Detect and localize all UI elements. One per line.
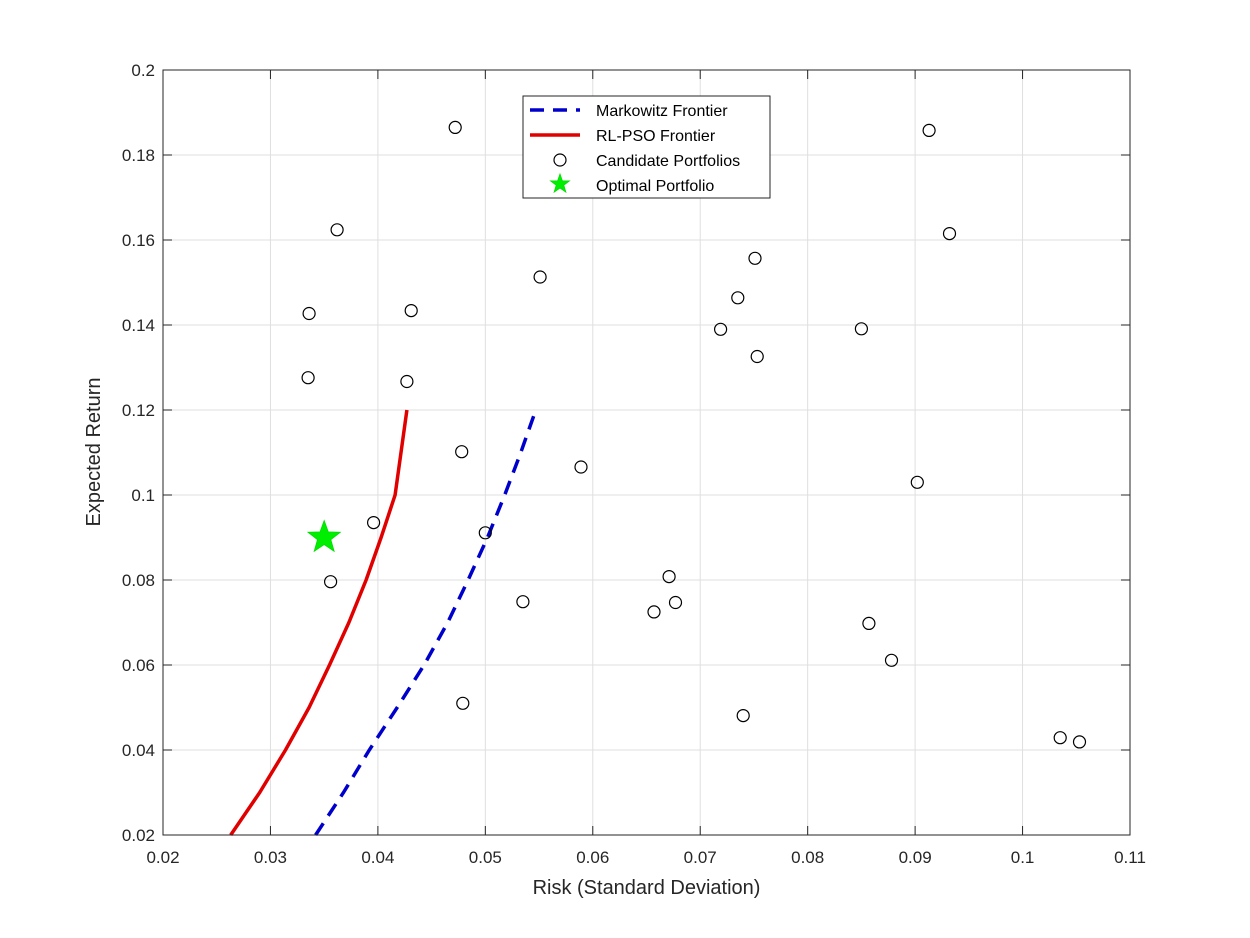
y-tick-label: 0.1: [131, 486, 155, 505]
legend-candidate-label: Candidate Portfolios: [596, 153, 740, 170]
candidate-portfolio-point: [647, 605, 661, 619]
y-tick-label: 0.12: [122, 401, 155, 420]
series-layer: [229, 120, 1087, 836]
legend-rlpso-label: RL-PSO Frontier: [596, 128, 716, 145]
candidate-portfolio-point: [884, 653, 899, 667]
legend-optimal-label: Optimal Portfolio: [596, 178, 714, 195]
y-axis-label: Expected Return: [83, 378, 105, 527]
x-tick-label: 0.02: [146, 848, 179, 867]
candidate-portfolio-point: [455, 445, 469, 459]
x-tick-label: 0.07: [684, 848, 717, 867]
candidate-portfolio-point: [302, 306, 316, 321]
legend-optimal-marker: [549, 172, 571, 194]
candidate-portfolio-point: [910, 475, 924, 489]
x-tick-label: 0.03: [254, 848, 287, 867]
candidate-portfolio-point: [478, 526, 492, 540]
candidate-portfolio-point: [533, 270, 547, 284]
candidate-portfolio-point: [942, 227, 957, 241]
candidate-portfolio-point: [922, 123, 936, 137]
candidate-portfolio-point: [1072, 735, 1087, 749]
y-tick-label: 0.2: [131, 61, 155, 80]
candidate-portfolio-point: [748, 251, 762, 265]
legend-markowitz-label: Markowitz Frontier: [596, 103, 728, 120]
candidate-portfolio-point: [736, 708, 750, 723]
candidate-portfolio-point: [301, 371, 315, 385]
tick-labels: 0.02 0.03 0.04 0.05 0.06 0.07 0.08 0.09 0.1 0.11 0…: [122, 61, 1146, 867]
x-axis-label: Risk (Standard Deviation): [533, 877, 761, 899]
legend: Markowitz Frontier RL-PSO Frontier Candi…: [522, 95, 771, 199]
optimal-portfolio-star: [306, 519, 342, 553]
candidate-portfolio-point: [662, 569, 676, 584]
candidate-portfolio-point: [516, 595, 530, 609]
x-tick-label: 0.08: [791, 848, 824, 867]
candidate-portfolio-point: [731, 291, 745, 305]
candidate-portfolio-point: [750, 349, 764, 364]
tick-marks: [162, 69, 1131, 836]
candidate-portfolio-point: [330, 223, 344, 237]
y-tick-label: 0.18: [122, 146, 155, 165]
candidate-portfolio-point: [854, 322, 869, 336]
x-tick-label: 0.11: [1114, 848, 1146, 867]
y-tick-label: 0.16: [122, 231, 155, 250]
plot-border: [162, 69, 1131, 836]
y-tick-label: 0.04: [122, 741, 155, 760]
x-tick-label: 0.06: [576, 848, 609, 867]
candidate-portfolio-point: [713, 322, 728, 336]
x-tick-label: 0.09: [899, 848, 932, 867]
y-tick-label: 0.06: [122, 656, 155, 675]
x-tick-label: 0.1: [1011, 848, 1035, 867]
y-tick-label: 0.02: [122, 826, 155, 845]
candidate-portfolio-point: [574, 460, 588, 474]
candidate-portfolio-point: [1053, 731, 1067, 745]
x-tick-label: 0.05: [469, 848, 502, 867]
candidate-portfolio-point: [668, 595, 683, 610]
candidate-portfolio-point: [400, 374, 414, 389]
y-tick-label: 0.08: [122, 571, 155, 590]
candidate-portfolio-point: [448, 120, 462, 135]
candidate-portfolio-point: [324, 575, 338, 589]
candidate-portfolio-point: [404, 304, 418, 318]
y-tick-label: 0.14: [122, 316, 155, 335]
x-tick-label: 0.04: [361, 848, 394, 867]
candidate-portfolio-point: [456, 696, 470, 710]
candidate-portfolio-point: [367, 515, 381, 530]
candidate-portfolio-point: [862, 616, 876, 631]
rlpso-frontier-line: [229, 409, 409, 836]
legend-candidate-marker: [553, 153, 567, 167]
